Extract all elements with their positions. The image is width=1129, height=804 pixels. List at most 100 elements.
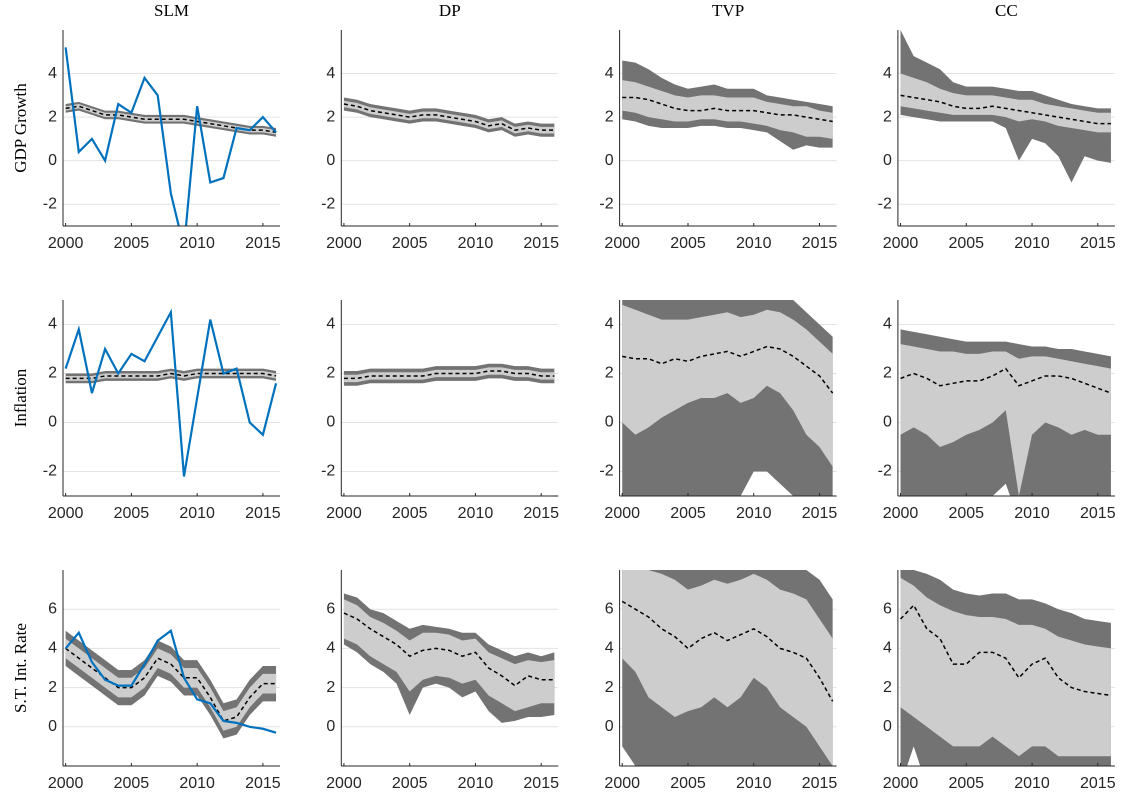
x-tick-label: 2010 (736, 775, 772, 792)
y-tick-label: 0 (326, 414, 335, 431)
y-tick-label: 4 (883, 316, 892, 333)
x-tick-label: 2005 (670, 775, 706, 792)
y-tick-label: 0 (883, 152, 892, 169)
y-tick-label: -2 (878, 463, 892, 480)
y-tick-label: 0 (48, 718, 57, 735)
data-line (64, 628, 277, 734)
x-tick-label: 2005 (392, 775, 428, 792)
x-tick-label: 2015 (802, 235, 838, 252)
plot-area (621, 570, 834, 766)
y-tick-label: 0 (326, 152, 335, 169)
y-tick-label: 0 (48, 414, 57, 431)
y-tick-label: 4 (326, 316, 335, 333)
panel: -2 0 2 4 2000 2005 2010 2015 (599, 300, 838, 522)
y-tick-label: 2 (48, 679, 57, 696)
x-tick-label: 2010 (458, 775, 494, 792)
y-tick-label: 0 (883, 718, 892, 735)
panel-title: SLM (154, 1, 189, 20)
panel-title: CC (995, 1, 1018, 20)
y-tick-label: -2 (321, 463, 335, 480)
median-line (900, 94, 1111, 125)
y-tick-label: 0 (883, 414, 892, 431)
plot-area (622, 60, 833, 150)
x-tick-label: 2010 (1014, 775, 1050, 792)
panel-title: DP (439, 1, 461, 20)
x-tick-label: 2010 (736, 505, 772, 522)
x-tick-label: 2000 (48, 775, 84, 792)
x-tick-label: 2015 (1080, 505, 1116, 522)
panel: Inflation -2 0 2 4 2000 2005 2010 2015 (11, 300, 281, 522)
y-tick-label: 0 (605, 152, 614, 169)
plot-area (343, 593, 555, 723)
band (622, 304, 833, 467)
y-tick-label: -2 (43, 463, 57, 480)
plot-area (343, 97, 555, 137)
x-tick-label: 2005 (114, 775, 150, 792)
plot-area (900, 329, 1112, 496)
y-tick-label: 2 (883, 679, 892, 696)
y-tick-label: 4 (883, 65, 892, 82)
y-tick-label: 2 (326, 108, 335, 125)
x-tick-label: 2010 (179, 235, 215, 252)
band (65, 630, 277, 739)
panel: 0 2 4 6 2000 2005 2010 2015 (326, 570, 559, 792)
y-tick-label: -2 (321, 195, 335, 212)
x-tick-label: 2015 (802, 505, 838, 522)
x-tick-label: 2005 (392, 505, 428, 522)
x-tick-label: 2010 (736, 235, 772, 252)
x-tick-label: 2005 (670, 235, 706, 252)
x-tick-label: 2015 (245, 775, 281, 792)
median-line (343, 370, 555, 380)
y-axis-label: Inflation (11, 368, 30, 427)
band (343, 367, 555, 383)
x-tick-label: 2010 (179, 505, 215, 522)
y-tick-label: 6 (326, 600, 335, 617)
plot-area (622, 300, 834, 496)
median-line (899, 604, 1112, 697)
x-tick-label: 2000 (326, 775, 362, 792)
x-tick-label: 2010 (1014, 505, 1050, 522)
panel-title: TVP (712, 1, 744, 20)
panel: -2 0 2 4 2000 2005 2010 2015 (321, 300, 559, 522)
y-tick-label: -2 (43, 195, 57, 212)
band (65, 638, 277, 731)
data-line (64, 47, 277, 226)
x-tick-label: 2000 (326, 505, 362, 522)
plot-area (64, 628, 277, 739)
x-tick-label: 2000 (604, 505, 640, 522)
x-tick-label: 2015 (245, 505, 281, 522)
y-tick-label: 2 (48, 365, 57, 382)
median-line (900, 367, 1112, 394)
x-tick-label: 2015 (523, 505, 559, 522)
panel: TVP -2 0 2 4 2000 2005 2010 2015 (599, 1, 837, 252)
x-tick-label: 2000 (48, 505, 84, 522)
x-tick-label: 2010 (458, 505, 494, 522)
y-tick-label: 2 (883, 108, 892, 125)
median-line (622, 96, 833, 123)
x-tick-label: 2005 (670, 505, 706, 522)
y-tick-label: 2 (48, 108, 57, 125)
x-tick-label: 2010 (179, 775, 215, 792)
x-tick-label: 2000 (604, 775, 640, 792)
x-tick-label: 2005 (948, 235, 984, 252)
y-tick-label: 0 (605, 718, 614, 735)
panel: 0 2 4 6 2000 2005 2010 2015 (883, 570, 1116, 792)
band (622, 80, 833, 139)
x-tick-label: 2000 (883, 235, 919, 252)
y-tick-label: 2 (883, 365, 892, 382)
x-tick-label: 2015 (523, 235, 559, 252)
y-tick-label: 2 (605, 365, 614, 382)
x-tick-label: 2000 (883, 505, 919, 522)
y-tick-label: 4 (326, 65, 335, 82)
plot-area (343, 363, 555, 386)
y-tick-label: 4 (326, 640, 335, 657)
y-tick-label: 4 (605, 316, 614, 333)
band (900, 344, 1111, 496)
x-tick-label: 2015 (1080, 235, 1116, 252)
y-tick-label: 2 (326, 365, 335, 382)
y-tick-label: 0 (326, 718, 335, 735)
band (900, 73, 1111, 133)
plot-area (899, 570, 1112, 766)
x-tick-label: 2015 (1080, 775, 1116, 792)
